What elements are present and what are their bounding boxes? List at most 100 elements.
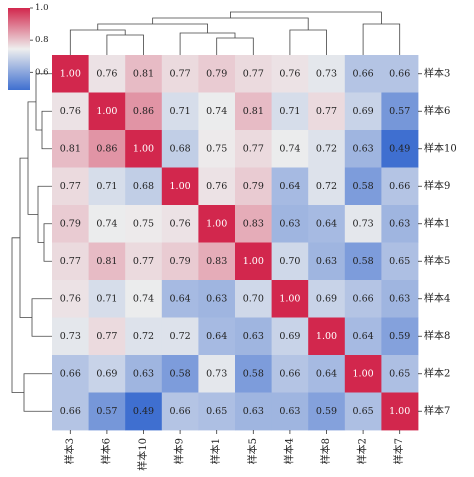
cell-value-label: 0.58 xyxy=(243,368,264,379)
column-label: 样本7 xyxy=(392,438,405,464)
heatmap-cell xyxy=(271,280,309,318)
cell-value-label: 0.64 xyxy=(316,218,337,229)
cell-value-label: 0.63 xyxy=(243,406,264,417)
cell-value-label: 0.75 xyxy=(206,143,227,154)
heatmap-cell xyxy=(88,130,126,168)
row-label: 样本2 xyxy=(424,366,450,379)
heatmap-cell xyxy=(235,280,272,318)
cell-value-label: 0.63 xyxy=(389,218,410,229)
cell-value-label: 1.00 xyxy=(316,331,337,342)
column-label: 样本9 xyxy=(173,438,186,464)
column-dendrogram-link xyxy=(97,23,208,33)
heatmap-cell xyxy=(161,242,199,281)
heatmap-cell xyxy=(52,130,89,168)
heatmap-cell xyxy=(381,317,419,356)
heatmap-cell xyxy=(308,92,346,131)
column-dendrogram-link xyxy=(179,32,236,55)
cell-value-label: 0.65 xyxy=(206,406,227,417)
colorbar-tick-label: 1.0 xyxy=(35,3,49,13)
heatmap-cell xyxy=(198,130,236,168)
heatmap-cell xyxy=(198,92,236,131)
cell-value-label: 0.65 xyxy=(353,406,374,417)
cell-value-label: 0.86 xyxy=(96,143,117,154)
cell-value-label: 0.63 xyxy=(279,218,300,229)
cell-value-label: 0.77 xyxy=(170,68,191,79)
heatmap-cell xyxy=(235,392,272,431)
cell-value-label: 0.63 xyxy=(389,293,410,304)
cell-value-label: 0.63 xyxy=(133,368,154,379)
heatmap-cell xyxy=(344,55,382,93)
heatmap-cell xyxy=(235,317,272,356)
cell-value-label: 0.66 xyxy=(170,406,191,417)
heatmap-cell xyxy=(381,55,419,93)
cell-value-label: 1.00 xyxy=(170,181,191,192)
row-label: 样本5 xyxy=(424,254,450,267)
cell-value-label: 0.83 xyxy=(206,256,227,267)
heatmap-cell xyxy=(125,205,163,243)
column-labels: 样本3 样本6 样本10 样本9 样本1 样本5 样本4 样本8 样本2 样本7 xyxy=(63,430,405,471)
cell-value-label: 0.66 xyxy=(60,406,81,417)
cell-value-label: 0.71 xyxy=(96,181,117,192)
heatmap-cell xyxy=(344,130,382,168)
cell-value-label: 0.72 xyxy=(316,181,337,192)
cell-value-label: 0.71 xyxy=(96,293,117,304)
heatmap-cell xyxy=(198,242,236,281)
heatmap-cell xyxy=(52,205,89,243)
column-label: 样本6 xyxy=(99,438,112,464)
column-label: 样本3 xyxy=(63,438,76,464)
heatmap-cell xyxy=(198,167,236,206)
cell-value-label: 0.63 xyxy=(316,256,337,267)
cell-value-label: 0.66 xyxy=(389,181,410,192)
heatmap-cell xyxy=(271,167,309,206)
row-dendrogram-link xyxy=(27,101,38,215)
cell-value-label: 0.76 xyxy=(279,68,300,79)
cell-value-label: 0.81 xyxy=(133,68,154,79)
heatmap-cell xyxy=(198,355,236,393)
heatmap-cell xyxy=(308,130,346,168)
heatmap-cell xyxy=(308,317,346,356)
heatmap-cell xyxy=(198,205,236,243)
row-label: 样本3 xyxy=(424,66,450,79)
heatmap-cell xyxy=(271,130,309,168)
cell-value-label: 0.76 xyxy=(206,181,227,192)
heatmap-cell xyxy=(52,355,89,393)
cell-value-label: 0.75 xyxy=(133,218,154,229)
cell-value-label: 0.63 xyxy=(279,406,300,417)
cell-value-label: 0.65 xyxy=(389,256,410,267)
column-label: 样本1 xyxy=(209,438,222,464)
row-dendrogram-link xyxy=(11,237,24,393)
heatmap-cell xyxy=(52,55,89,93)
cell-value-label: 0.49 xyxy=(389,143,410,154)
cell-value-label: 1.00 xyxy=(389,406,410,417)
cell-value-label: 0.73 xyxy=(353,218,374,229)
cell-value-label: 0.79 xyxy=(206,68,227,79)
heatmap-cell xyxy=(235,55,272,93)
row-label: 样本10 xyxy=(424,141,457,154)
heatmap-cell xyxy=(381,130,419,168)
cell-value-label: 0.65 xyxy=(389,368,410,379)
cell-value-label: 0.81 xyxy=(96,256,117,267)
cell-value-label: 0.76 xyxy=(170,218,191,229)
heatmap-cell xyxy=(161,92,199,131)
heatmap-cell xyxy=(308,205,346,243)
colorbar-gradient xyxy=(8,8,30,90)
heatmap-cell xyxy=(235,355,272,393)
cell-value-label: 0.66 xyxy=(279,368,300,379)
colorbar-tick-label: 0.6 xyxy=(35,67,49,77)
cell-value-label: 0.72 xyxy=(170,331,191,342)
heatmap-cell xyxy=(52,92,89,131)
cell-value-label: 0.83 xyxy=(243,218,264,229)
heatmap-cell xyxy=(125,280,163,318)
cell-value-label: 0.57 xyxy=(96,406,117,417)
cell-value-label: 0.86 xyxy=(133,106,154,117)
heatmap-cell xyxy=(161,130,199,168)
cell-value-label: 0.77 xyxy=(243,68,264,79)
heatmap-cell xyxy=(344,205,382,243)
heatmap-cell xyxy=(161,280,199,318)
colorbar: 1.0 0.8 0.6 xyxy=(8,3,49,90)
cell-value-label: 0.63 xyxy=(243,331,264,342)
heatmap-cell xyxy=(308,392,346,431)
cell-value-label: 0.71 xyxy=(279,106,300,117)
heatmap-cell xyxy=(271,205,309,243)
cell-value-label: 0.69 xyxy=(279,331,300,342)
